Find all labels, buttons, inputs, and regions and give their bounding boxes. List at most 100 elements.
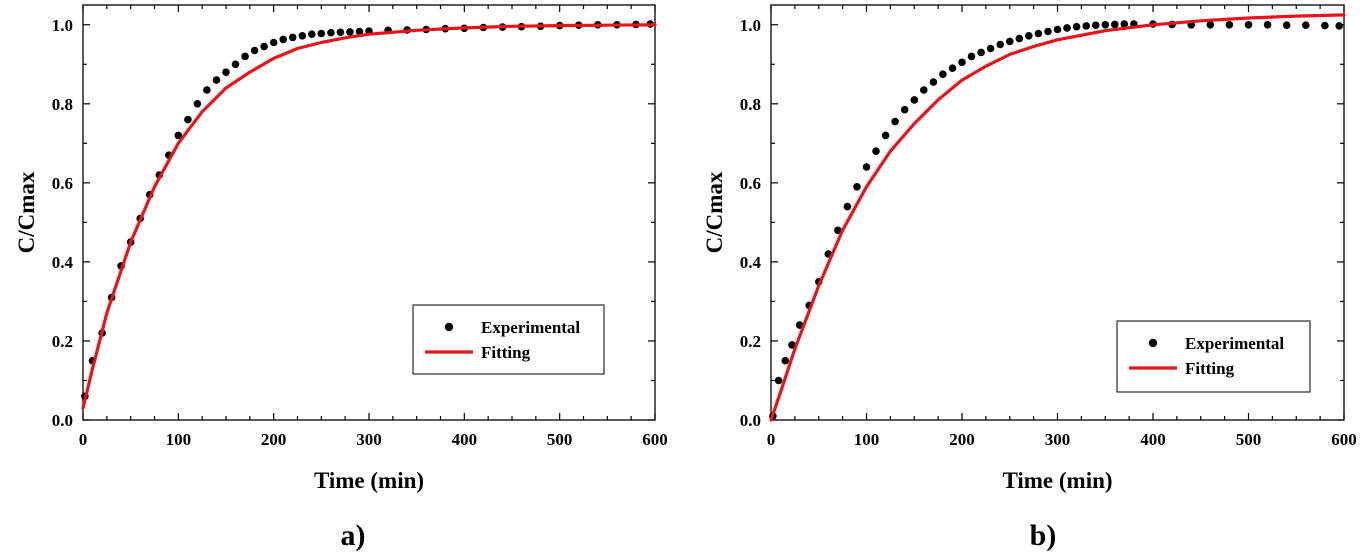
chart-a-legend-label-experimental: Experimental xyxy=(481,318,580,337)
chart-a-x-tick-label: 400 xyxy=(452,430,478,449)
chart-b-experimental-point xyxy=(853,183,861,191)
chart-b-experimental-point xyxy=(1082,22,1090,30)
chart-b-legend-box xyxy=(1116,320,1311,393)
chart-a-panel-label: a) xyxy=(341,519,366,552)
chart-a-experimental-point xyxy=(308,30,316,38)
chart-b-experimental-point xyxy=(977,48,985,57)
chart-a-experimental-point xyxy=(279,35,288,44)
chart-b-experimental-point xyxy=(872,147,880,155)
chart-b-experimental-point xyxy=(958,58,966,67)
chart-b-x-tick-label: 300 xyxy=(1045,430,1071,449)
chart-a-experimental-point xyxy=(231,60,240,69)
chart-b-experimental-point xyxy=(834,226,842,235)
chart-b-x-tick-label: 0 xyxy=(767,430,776,449)
chart-b-experimental-point xyxy=(881,131,890,140)
chart-b-panel-label: b) xyxy=(1030,519,1057,552)
chart-a-y-tick-label: 0.2 xyxy=(52,332,73,351)
chart-b-experimental-point xyxy=(1263,21,1272,29)
chart-b-experimental-point xyxy=(1282,21,1291,30)
chart-a-experimental-point xyxy=(241,52,249,61)
chart-a-experimental-point xyxy=(327,28,335,37)
chart-a-experimental-point xyxy=(203,86,211,94)
chart-b-experimental-point xyxy=(939,70,947,78)
chart-a-y-tick-label: 0.4 xyxy=(52,253,74,272)
chart-a: 0 100 200 300 400 500 600 0.0 0.2 0.4 0.6 0.8 1.0 Tim… xyxy=(14,4,668,552)
chart-b-experimental-point xyxy=(1063,24,1071,32)
chart-a-experimental-point xyxy=(317,29,326,38)
chart-b-experimental-point xyxy=(862,163,871,171)
chart-b-experimental-point xyxy=(986,44,995,53)
chart-b-y-tick-label: 0.0 xyxy=(740,411,761,430)
chart-b-experimental-point xyxy=(1015,34,1024,43)
chart-b-experimental-point xyxy=(843,202,852,211)
chart-b-y-tick-label: 0.6 xyxy=(740,174,761,193)
chart-b-y-axis-title: C/Cmax xyxy=(702,171,727,253)
chart-b-y-tick-label: 0.8 xyxy=(740,95,761,114)
chart-b: 0 100 200 300 400 500 600 0.0 0.2 0.4 0.6 0.8 1.0 Tim… xyxy=(702,4,1357,552)
chart-a-legend-box xyxy=(412,304,605,375)
chart-b-experimental-point xyxy=(1101,21,1110,29)
chart-b-experimental-point xyxy=(774,376,783,385)
chart-b-experimental-point xyxy=(1091,21,1100,30)
chart-b-experimental-point xyxy=(910,96,919,104)
chart-b-legend-label-fitting: Fitting xyxy=(1185,359,1235,378)
chart-a-experimental-point xyxy=(260,42,268,51)
chart-b-fitting-line xyxy=(769,13,1346,422)
chart-b-experimental-point xyxy=(1072,22,1081,31)
chart-b-experimental-point xyxy=(1120,20,1129,28)
chart-b-experimental-point xyxy=(1335,22,1343,30)
chart-b-legend-label-experimental: Experimental xyxy=(1185,334,1284,353)
chart-a-x-axis-title: Time (min) xyxy=(314,468,424,493)
chart-a-x-tick-label: 200 xyxy=(261,430,287,449)
chart-b-experimental-point xyxy=(1225,21,1234,29)
chart-b-experimental-point xyxy=(1302,21,1310,30)
chart-b-experimental-point xyxy=(1206,21,1215,29)
chart-b-y-tick-label: 0.2 xyxy=(740,332,761,351)
chart-a-experimental-point xyxy=(174,131,183,140)
chart-a-x-tick-label: 100 xyxy=(166,430,192,449)
chart-b-experimental-point xyxy=(967,52,976,61)
chart-b-experimental-point xyxy=(920,86,928,94)
chart-a-y-tick-label: 0.8 xyxy=(52,95,73,114)
chart-b-x-tick-label: 600 xyxy=(1331,430,1357,449)
chart-b-experimental-point xyxy=(1025,32,1033,40)
chart-a-experimental-point xyxy=(298,32,307,40)
chart-b-experimental-point xyxy=(948,64,957,72)
chart-b-experimental-point xyxy=(1034,29,1043,38)
chart-a-experimental-point xyxy=(222,68,230,76)
chart-a-legend-marker-experimental xyxy=(444,322,454,332)
chart-b-experimental-point xyxy=(1244,21,1253,29)
chart-b-legend-marker-experimental xyxy=(1148,338,1158,348)
chart-a-experimental-point xyxy=(269,38,278,47)
chart-a-x-tick-label: 500 xyxy=(547,430,573,449)
chart-a-x-tick-label: 300 xyxy=(356,430,382,449)
chart-a-experimental-point xyxy=(212,76,221,84)
chart-b-experimental-point xyxy=(891,117,899,126)
chart-a-experimental-point xyxy=(288,33,297,42)
chart-a-experimental-point xyxy=(184,115,192,124)
chart-a-x-tick-label: 0 xyxy=(79,430,88,449)
chart-a-y-axis-title: C/Cmax xyxy=(14,171,39,253)
chart-b-experimental-point xyxy=(1321,21,1329,30)
chart-b-x-tick-label: 100 xyxy=(854,430,880,449)
chart-a-x-tick-label: 600 xyxy=(642,430,668,449)
chart-b-y-tick-label: 1.0 xyxy=(740,16,761,35)
chart-a-experimental-point xyxy=(346,28,354,36)
chart-a-fitting-line xyxy=(81,23,657,410)
chart-b-x-tick-label: 500 xyxy=(1236,430,1262,449)
chart-b-x-tick-label: 400 xyxy=(1140,430,1166,449)
chart-b-y-tick-label: 0.4 xyxy=(740,253,762,272)
chart-b-experimental-point xyxy=(1053,25,1062,34)
chart-a-legend-label-fitting: Fitting xyxy=(481,343,531,362)
chart-a-y-tick-label: 0.0 xyxy=(52,411,73,430)
chart-a-experimental-point xyxy=(355,27,364,36)
chart-a-experimental-point xyxy=(250,46,259,55)
chart-b-experimental-point xyxy=(996,40,1004,49)
chart-b-experimental-point xyxy=(1044,27,1052,36)
chart-a-legend: Experimental Fitting xyxy=(412,304,605,375)
chart-b-x-axis-title: Time (min) xyxy=(1002,468,1112,493)
chart-b-experimental-point xyxy=(788,341,796,349)
chart-b-experimental-point xyxy=(1006,37,1014,46)
chart-a-experimental-point xyxy=(336,28,345,37)
